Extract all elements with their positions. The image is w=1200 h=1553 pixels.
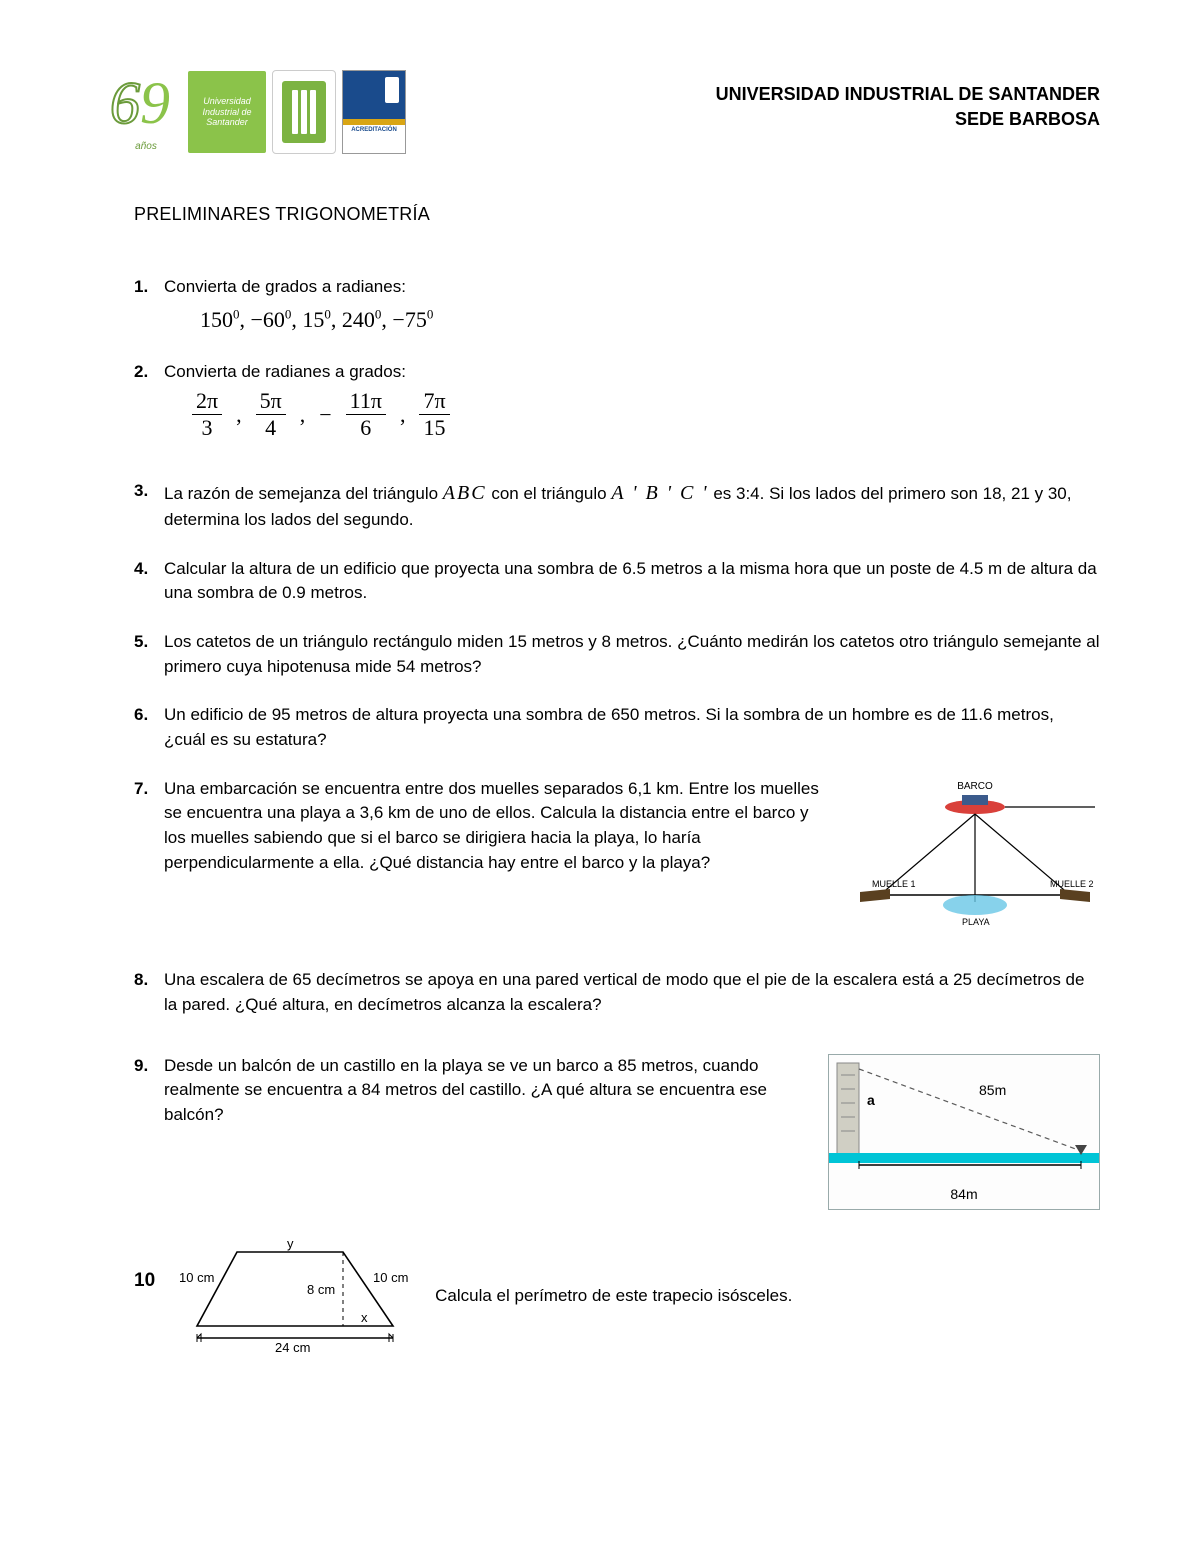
- svg-text:10 cm: 10 cm: [373, 1270, 408, 1285]
- section-title: PRELIMINARES TRIGONOMETRÍA: [134, 204, 1100, 225]
- anos-label: años: [110, 141, 182, 152]
- logo-green-text-box: Universidad Industrial de Santander: [188, 71, 266, 153]
- p10-number: 10: [134, 1270, 155, 1292]
- acred-label: ACREDITACIÓN: [343, 125, 405, 153]
- p3-abc2: A ' B ' C ': [611, 482, 708, 504]
- p9-text: Desde un balcón de un castillo en la pla…: [164, 1054, 812, 1128]
- problem-list: Convierta de grados a radianes: 1500, −6…: [110, 275, 1100, 1210]
- problem-7: Una embarcación se encuentra entre dos m…: [134, 777, 1100, 945]
- p10-figure: y 10 cm 10 cm 8 cm x 24 cm: [175, 1234, 415, 1359]
- problem-1: Convierta de grados a radianes: 1500, −6…: [134, 275, 1100, 336]
- p3-abc: ABC: [443, 482, 487, 504]
- document-page: 6 9 años Universidad Industrial de Santa…: [0, 0, 1200, 1553]
- problem-4: Calcular la altura de un edificio que pr…: [134, 557, 1100, 606]
- svg-text:BARCO: BARCO: [957, 781, 993, 792]
- problem-9: Desde un balcón de un castillo en la pla…: [134, 1054, 1100, 1210]
- p3-pre: La razón de semejanza del triángulo: [164, 484, 443, 503]
- p7-figure: BARCO MUELLE 1 MUELLE 2 PLAYA: [850, 777, 1100, 945]
- p1-values: 1500, −600, 150, 2400, −750: [200, 304, 1100, 336]
- frac-4: 7π15: [419, 390, 449, 439]
- problem-2: Convierta de radianes a grados: 2π3, 5π4…: [134, 360, 1100, 440]
- header: 6 9 años Universidad Industrial de Santa…: [110, 70, 1100, 154]
- frac-3: 11π6: [346, 390, 386, 439]
- problem-3: La razón de semejanza del triángulo ABC …: [134, 479, 1100, 533]
- svg-text:24 cm: 24 cm: [275, 1340, 310, 1354]
- green-box-line2: Industrial de: [202, 107, 251, 118]
- svg-text:9: 9: [140, 71, 170, 136]
- p1-text: Convierta de grados a radianes:: [164, 277, 406, 296]
- svg-text:10 cm: 10 cm: [179, 1270, 214, 1285]
- svg-text:85m: 85m: [979, 1082, 1006, 1098]
- problem-8: Una escalera de 65 decímetros se apoya e…: [134, 968, 1100, 1017]
- p9-figure: 85m a 84m: [828, 1054, 1100, 1210]
- uni-sede: SEDE BARBOSA: [716, 107, 1100, 132]
- svg-text:MUELLE 1: MUELLE 1: [872, 879, 916, 889]
- p2-text: Convierta de radianes a grados:: [164, 362, 406, 381]
- svg-text:y: y: [287, 1236, 294, 1251]
- frac-1: 2π3: [192, 390, 222, 439]
- p3-mid: con el triángulo: [491, 484, 611, 503]
- svg-text:a: a: [867, 1092, 875, 1108]
- green-box-line1: Universidad: [203, 96, 251, 107]
- problem-5: Los catetos de un triángulo rectángulo m…: [134, 630, 1100, 679]
- logo-acreditacion: ACREDITACIÓN: [342, 70, 406, 154]
- p9-base-label: 84m: [829, 1182, 1099, 1208]
- uni-name: UNIVERSIDAD INDUSTRIAL DE SANTANDER: [716, 82, 1100, 107]
- logo-uis: [272, 70, 336, 154]
- svg-text:PLAYA: PLAYA: [962, 917, 990, 927]
- header-university: UNIVERSIDAD INDUSTRIAL DE SANTANDER SEDE…: [716, 82, 1100, 132]
- p10-text: Calcula el perímetro de este trapecio is…: [435, 1286, 792, 1306]
- svg-text:6: 6: [110, 71, 140, 136]
- logo-cluster: 6 9 años Universidad Industrial de Santa…: [110, 70, 406, 154]
- problem-6: Un edificio de 95 metros de altura proye…: [134, 703, 1100, 752]
- p2-fractions: 2π3, 5π4, −11π6, 7π15: [192, 390, 1100, 439]
- green-box-line3: Santander: [206, 117, 248, 128]
- svg-text:8 cm: 8 cm: [307, 1282, 335, 1297]
- svg-text:x: x: [361, 1310, 368, 1325]
- p7-text: Una embarcación se encuentra entre dos m…: [164, 777, 834, 876]
- svg-text:MUELLE 2: MUELLE 2: [1050, 879, 1094, 889]
- frac-2: 5π4: [256, 390, 286, 439]
- problem-10: 10 y 10 cm 10 cm 8 cm x 24 cm Calcula el…: [110, 1234, 1100, 1359]
- logo-69-anos: 6 9 años: [110, 71, 182, 153]
